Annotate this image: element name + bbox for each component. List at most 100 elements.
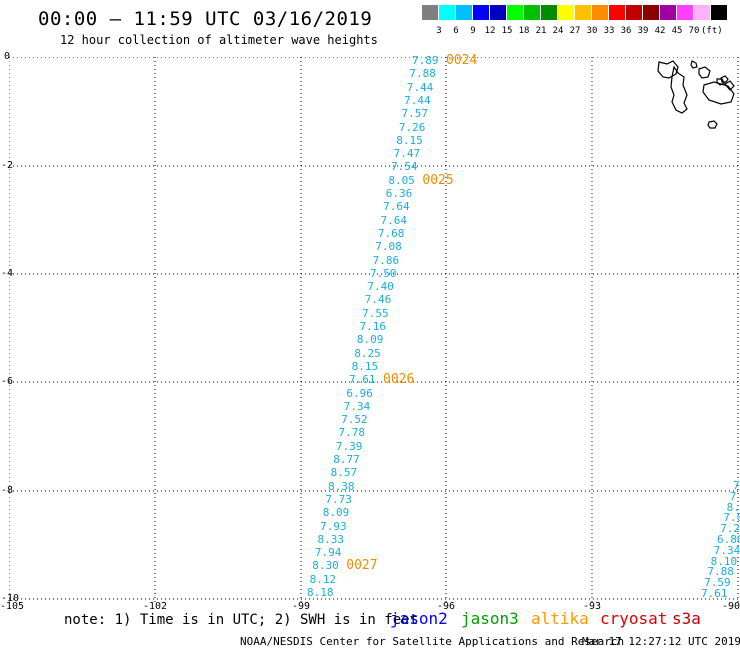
wave-height-value: 7.50: [370, 266, 397, 280]
legend-swatch: [660, 5, 676, 20]
galapagos-coastline: [657, 60, 735, 129]
wave-height-value: 7.55: [362, 306, 389, 320]
wave-height-value: 7.44: [404, 93, 431, 107]
track-time-label: 0027: [346, 558, 378, 574]
legend-swatch: [507, 5, 523, 20]
map-canvas: [8, 56, 740, 602]
legend-label: 9: [470, 26, 476, 36]
legend-label: 12: [484, 26, 496, 36]
island-outline: [702, 81, 735, 105]
legend-label: 45: [671, 26, 683, 36]
wave-height-value: 7.57: [401, 107, 429, 121]
track-time-label: 0025: [422, 172, 454, 188]
island-outline: [720, 75, 729, 83]
wave-height-value: 8.: [726, 500, 740, 514]
island-outline: [670, 65, 688, 114]
island-outline: [707, 120, 718, 129]
wave-height-value: 7.59: [704, 576, 731, 590]
credit-text: NOAA/NESDIS Center for Satellite Applica…: [240, 635, 625, 648]
track-time-label: 0024: [446, 53, 478, 68]
legend-label: 30: [586, 26, 598, 36]
legend-label: 33: [603, 26, 615, 36]
longitude-tick-label: -96: [437, 601, 456, 612]
legend-label: 36: [620, 26, 632, 36]
wave-height-value: 7.88: [707, 565, 734, 579]
wave-height-value: 7.64: [383, 200, 410, 214]
wave-height-value: 7.2: [720, 522, 740, 536]
wave-height-value: 7.26: [398, 120, 426, 134]
legend-swatch: [694, 5, 710, 20]
wave-height-value: 8.05: [388, 173, 415, 187]
wave-height-value: 6.80: [717, 533, 740, 546]
wave-height-value: 8.12: [309, 572, 337, 586]
wave-height-value: 7.40: [367, 280, 394, 294]
wave-height-value: 7.61: [349, 373, 376, 387]
legend-swatch: [524, 5, 540, 20]
wave-height-value: 8.18: [307, 586, 334, 599]
wave-height-value: 8.15: [351, 359, 379, 373]
wave-height-value: 8.30: [312, 559, 339, 573]
wave-height-value: 7.89: [412, 54, 439, 67]
wave-height-value: 7.52: [341, 413, 368, 427]
legend-swatch: [609, 5, 625, 20]
island-outline: [657, 60, 679, 79]
legend-swatch: [541, 5, 557, 20]
satellite-altika-label: altika: [531, 609, 589, 628]
wave-height-value: 8.57: [330, 466, 358, 480]
wave-height-value: 8.15: [396, 133, 423, 147]
wave-height-value: 7.86: [372, 253, 400, 267]
wave-height-value: 7.94: [314, 546, 342, 560]
latitude-tick-label: -8: [1, 485, 14, 496]
latitude-tick-label: -4: [1, 268, 14, 279]
longitude-tick-label: -90: [722, 601, 740, 612]
legend-swatch: [439, 5, 455, 20]
map-plot: [8, 56, 740, 606]
wave-height-value: 6.36: [385, 187, 413, 200]
legend-swatch: [711, 5, 727, 20]
wave-height-value: 7: [729, 489, 737, 503]
satellite-jason3-label: jason3: [461, 609, 519, 628]
wave-height-value: 8.38: [328, 479, 355, 493]
wave-height-value: 7.88: [409, 67, 436, 81]
legend-swatch: [558, 5, 574, 20]
satellite-s3a-label: s3a: [672, 609, 701, 628]
satellite-jason2-label: jason2: [390, 609, 448, 628]
generated-timestamp: Mar 17 12:27:12 UTC 2019: [582, 635, 740, 648]
wave-height-value: 7.47: [393, 147, 421, 161]
legend-swatch: [473, 5, 489, 20]
island-outline: [724, 80, 735, 91]
track-time-label: 0026: [383, 372, 415, 388]
wave-height-value: 7.64: [380, 213, 408, 227]
wave-height-value: 7.44: [406, 80, 434, 94]
wave-height-value: 7.61: [701, 587, 728, 600]
legend-label: 15: [501, 26, 513, 36]
wave-height-value: 8.09: [322, 506, 350, 520]
legend-swatch: [422, 5, 438, 20]
wave-height-value: 7.54: [391, 160, 418, 174]
wave-height-value: 8.77: [333, 453, 360, 466]
legend-label: 27: [569, 26, 581, 36]
wave-height-value: 7.08: [375, 240, 402, 254]
wave-height-value: 8.10: [710, 554, 738, 568]
latitude-tick-label: -6: [1, 376, 14, 387]
legend-swatch: [643, 5, 659, 20]
legend-label: 3: [436, 26, 442, 36]
wave-height-value: 6.96: [346, 386, 373, 400]
map-subtitle: 12 hour collection of altimeter wave hei…: [60, 33, 378, 47]
wave-height-value: 7.68: [377, 226, 405, 240]
legend-swatch: [626, 5, 642, 20]
wave-height-value: 7.73: [325, 492, 352, 506]
footer-note: note: 1) Time is in UTC; 2) SWH is in fe…: [64, 612, 419, 628]
legend-label: 6: [453, 26, 459, 36]
lat-lon-grid: [8, 56, 740, 602]
wave-height-value: 7.78: [338, 426, 366, 440]
wave-height-value: 8.25: [354, 346, 381, 360]
legend-swatch: [677, 5, 693, 20]
island-outline: [698, 66, 711, 79]
legend-swatch: [575, 5, 591, 20]
wave-height-value: 7: [733, 479, 740, 492]
wave-height-value: 7.16: [359, 320, 387, 333]
wave-height-value: 7.93: [320, 519, 347, 533]
longitude-tick-label: -105: [0, 601, 25, 612]
legend-label: (ft): [701, 26, 723, 36]
